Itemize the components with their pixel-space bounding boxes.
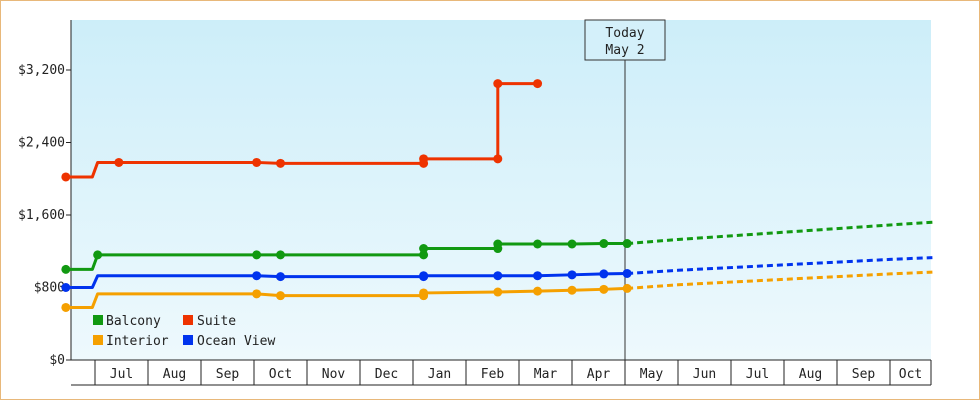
data-point-interior	[533, 286, 543, 296]
data-point-ocean-view	[493, 271, 503, 281]
data-point-balcony	[419, 250, 429, 260]
today-marker: Today May 2	[584, 19, 666, 360]
x-tick-label: Dec	[375, 367, 398, 382]
data-point-suite	[419, 154, 429, 164]
data-point-interior	[493, 287, 503, 297]
data-point-interior	[599, 284, 609, 294]
data-point-ocean-view	[252, 271, 262, 281]
legend-swatch-balcony	[93, 315, 103, 325]
x-tick-label: Oct	[899, 367, 922, 382]
x-tick-label: Sep	[216, 367, 240, 382]
data-point-suite	[276, 158, 285, 168]
x-tick-label: Aug	[163, 367, 186, 382]
data-point-balcony	[599, 239, 609, 249]
data-point-interior	[419, 288, 429, 298]
data-point-ocean-view	[567, 270, 577, 280]
series-forecast-ocean-view	[627, 256, 933, 275]
series-forecast-balcony	[627, 220, 933, 246]
x-tick-label: Mar	[534, 367, 558, 382]
legend-label-ocean-view: Ocean View	[197, 334, 275, 349]
x-tick-label: Aug	[799, 367, 822, 382]
data-point-ocean-view	[599, 269, 609, 279]
legend-label-suite: Suite	[197, 314, 236, 329]
data-point-balcony	[252, 250, 262, 260]
data-point-balcony	[419, 244, 429, 254]
data-point-ocean-view	[622, 268, 632, 278]
data-point-interior	[276, 291, 285, 301]
data-point-balcony	[533, 239, 543, 249]
plot-background	[71, 20, 931, 360]
y-tick-label: $800	[34, 281, 65, 296]
data-point-ocean-view	[276, 272, 285, 282]
legend-swatch-suite	[183, 315, 193, 325]
legend-label-balcony: Balcony	[106, 314, 161, 329]
legend-swatch-ocean-view	[183, 335, 193, 345]
data-point-interior	[622, 283, 632, 293]
data-point-ocean-view	[533, 271, 543, 281]
data-point-ocean-view	[61, 283, 71, 292]
legend-label-interior: Interior	[106, 334, 169, 349]
data-point-suite	[252, 157, 262, 167]
legend: Balcony Suite Interior Ocean View	[93, 314, 275, 349]
y-axis: $0 $800 $1,600 $2,400 $3,200	[18, 20, 72, 368]
data-point-interior	[252, 289, 262, 299]
data-point-balcony	[61, 264, 71, 274]
data-point-suite	[114, 157, 124, 167]
data-point-suite	[533, 79, 543, 89]
x-tick-label: Jul	[746, 367, 769, 382]
series-layer	[61, 79, 933, 312]
data-point-interior	[567, 285, 577, 295]
today-date: May 2	[605, 43, 644, 58]
x-tick-label: Oct	[269, 367, 292, 382]
x-axis: Jul Aug Sep Oct Nov Dec Jan Feb Mar Apr May Jun Jul A…	[71, 359, 932, 386]
data-point-balcony	[276, 250, 285, 260]
y-tick-label: $3,200	[18, 63, 65, 78]
data-point-suite	[493, 154, 503, 164]
x-tick-label: Jul	[110, 367, 133, 382]
data-point-balcony	[93, 250, 103, 260]
x-tick-label: Apr	[587, 367, 611, 382]
today-label: Today	[605, 26, 644, 41]
series-forecast-interior	[627, 270, 933, 290]
data-point-balcony	[622, 239, 632, 249]
x-tick-label: Feb	[481, 367, 505, 382]
legend-swatch-interior	[93, 335, 103, 345]
x-tick-label: Sep	[852, 367, 876, 382]
x-tick-label: Nov	[322, 367, 346, 382]
x-tick-label: Jun	[693, 367, 716, 382]
y-tick-label: $2,400	[18, 136, 65, 151]
data-point-ocean-view	[419, 271, 429, 281]
x-tick-label: May	[640, 367, 664, 382]
x-tick-label: Jan	[428, 367, 451, 382]
y-tick-label: $0	[49, 353, 65, 368]
data-point-balcony	[567, 239, 577, 249]
data-point-suite	[493, 79, 503, 89]
data-point-interior	[61, 302, 71, 312]
today-box	[584, 19, 666, 61]
data-point-balcony	[493, 239, 503, 249]
data-point-suite	[61, 172, 71, 182]
y-tick-label: $1,600	[18, 208, 65, 223]
